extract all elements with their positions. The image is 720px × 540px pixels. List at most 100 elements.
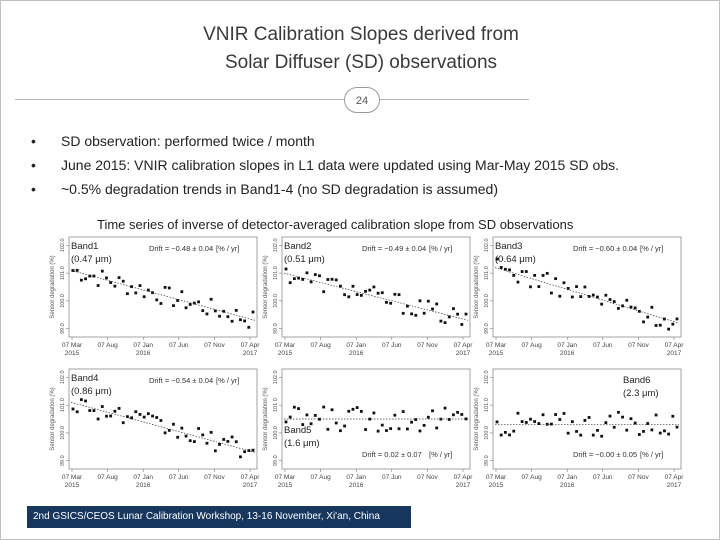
x-tick-label: 2015 bbox=[278, 482, 293, 489]
data-point bbox=[343, 293, 347, 297]
x-tick-label: 2015 bbox=[489, 350, 504, 357]
band-label: Band1 bbox=[71, 241, 98, 252]
drift-label: Drift = −0.00 ± 0.05 bbox=[573, 450, 637, 459]
data-point bbox=[550, 291, 553, 295]
data-point bbox=[301, 423, 305, 426]
data-point bbox=[372, 285, 376, 289]
data-point bbox=[422, 311, 426, 315]
data-point bbox=[230, 435, 234, 439]
data-point bbox=[583, 285, 587, 289]
data-point bbox=[359, 409, 363, 413]
x-tick-label: 07 Nov bbox=[628, 342, 649, 349]
x-tick-label: 07 Aug bbox=[97, 342, 118, 349]
data-point bbox=[658, 431, 662, 435]
x-tick-label: 07 Jan bbox=[133, 342, 153, 349]
data-point bbox=[79, 398, 83, 402]
data-point bbox=[226, 315, 230, 319]
data-point bbox=[541, 274, 545, 277]
title-divider-left bbox=[15, 99, 345, 100]
data-point bbox=[587, 416, 591, 419]
data-point bbox=[524, 421, 528, 424]
data-point bbox=[88, 274, 92, 278]
data-point bbox=[239, 455, 242, 459]
data-point bbox=[192, 440, 196, 444]
drift-unit-label: [% / yr] bbox=[640, 244, 663, 253]
data-point bbox=[675, 425, 679, 429]
data-point bbox=[612, 425, 616, 429]
data-point bbox=[495, 257, 499, 261]
x-tick-label: 07 Mar bbox=[275, 342, 296, 349]
chart-band1-svg: Sensor degradation (%) 99.0 100.0 101.0 102.… bbox=[50, 236, 260, 357]
data-point bbox=[205, 441, 209, 445]
data-point bbox=[243, 319, 247, 323]
data-point bbox=[218, 443, 221, 446]
data-point bbox=[284, 420, 288, 424]
data-point bbox=[305, 271, 309, 275]
data-point bbox=[405, 427, 409, 431]
band-label: Band6 bbox=[623, 375, 650, 386]
bullet-text: SD observation: performed twice / month bbox=[61, 133, 315, 149]
data-point bbox=[372, 411, 376, 415]
data-point bbox=[629, 417, 633, 421]
data-point bbox=[600, 434, 604, 438]
data-point bbox=[222, 309, 226, 313]
data-point bbox=[88, 409, 92, 412]
y-tick-label: 102.0 bbox=[60, 238, 66, 252]
chart-band5-svg: Sensor degradation (%) 99.0 100.0 101.0 102.… bbox=[263, 368, 474, 489]
data-point bbox=[100, 269, 104, 273]
data-point bbox=[545, 271, 549, 275]
data-point bbox=[322, 405, 326, 409]
data-point bbox=[84, 399, 87, 403]
x-tick-label: 07 Apr bbox=[454, 474, 474, 481]
x-tick-label: 2015 bbox=[65, 350, 80, 357]
data-point bbox=[309, 280, 313, 284]
bullet-icon: • bbox=[31, 157, 36, 173]
data-point bbox=[234, 308, 238, 312]
data-point bbox=[142, 415, 146, 419]
y-tick-label: 101.0 bbox=[273, 398, 279, 412]
data-point bbox=[654, 324, 658, 327]
data-point bbox=[113, 409, 117, 413]
data-point bbox=[405, 304, 409, 308]
x-tick-label: 07 Jun bbox=[382, 474, 402, 481]
data-point bbox=[109, 281, 113, 284]
data-point bbox=[209, 430, 213, 434]
x-tick-label: 07 Mar bbox=[275, 474, 296, 481]
data-point bbox=[575, 285, 578, 289]
x-tick-label: 2016 bbox=[136, 350, 151, 357]
x-tick-label: 07 Apr bbox=[665, 342, 685, 349]
y-tick-label: 99.0 bbox=[60, 455, 66, 466]
data-point bbox=[566, 431, 570, 435]
band-label: Band2 bbox=[284, 241, 311, 252]
data-point bbox=[368, 417, 372, 421]
data-point bbox=[529, 417, 532, 421]
x-tick-label: 2015 bbox=[65, 482, 80, 489]
data-point bbox=[368, 288, 372, 292]
data-point bbox=[637, 433, 641, 436]
data-point bbox=[422, 423, 426, 427]
data-point bbox=[621, 415, 624, 419]
data-point bbox=[159, 419, 163, 422]
data-point bbox=[418, 299, 422, 303]
data-point bbox=[322, 290, 326, 294]
data-point bbox=[334, 278, 338, 282]
data-point bbox=[495, 420, 499, 424]
data-point bbox=[318, 274, 321, 278]
x-tick-label: 2016 bbox=[560, 482, 575, 489]
data-point bbox=[155, 298, 159, 302]
data-point bbox=[96, 417, 100, 421]
data-point bbox=[75, 268, 79, 272]
plot-frame bbox=[492, 236, 682, 338]
x-tick-label: 07 Jan bbox=[557, 342, 577, 349]
data-point bbox=[121, 279, 125, 283]
data-point bbox=[176, 435, 180, 439]
data-point bbox=[464, 312, 468, 316]
chart-band2-svg: Sensor degradation (%) 99.0 100.0 101.0 102.… bbox=[263, 236, 473, 357]
data-point bbox=[188, 439, 192, 443]
data-point bbox=[334, 421, 338, 425]
x-tick-label: 07 Nov bbox=[628, 474, 649, 481]
data-point bbox=[397, 293, 401, 297]
data-point bbox=[516, 280, 520, 284]
plot-frame bbox=[281, 368, 471, 470]
data-point bbox=[410, 420, 413, 424]
